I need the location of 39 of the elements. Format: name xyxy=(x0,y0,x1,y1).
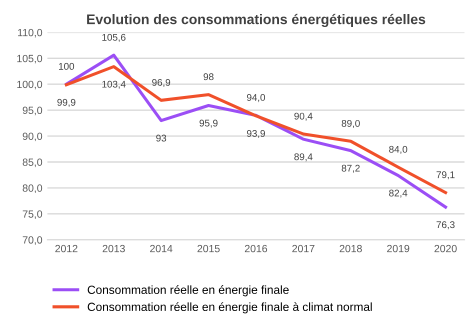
data-label: 99,9 xyxy=(57,98,76,107)
data-label: 103,4 xyxy=(102,80,126,89)
x-tick-label: 2018 xyxy=(340,244,362,252)
data-label: 100 xyxy=(58,62,74,70)
y-tick-label: 110,0 xyxy=(18,28,42,38)
x-tick-label: 2014 xyxy=(150,244,172,252)
chart-title: Evolution des consommations énergétiques réelles xyxy=(87,14,426,28)
x-tick-label: 2020 xyxy=(434,244,457,252)
x-tick-label: 2015 xyxy=(198,244,220,252)
data-label: 94,0 xyxy=(246,94,266,102)
y-tick-label: 75,0 xyxy=(22,210,42,219)
x-tick-label: 2017 xyxy=(292,244,314,252)
data-label: 90,4 xyxy=(294,112,313,121)
data-label: 76,3 xyxy=(436,221,455,230)
x-tick-label: 2012 xyxy=(55,244,78,252)
legend-label: Consommation réelle en énergie finale xyxy=(88,285,289,296)
data-label: 89,0 xyxy=(342,120,360,128)
x-tick-label: 2019 xyxy=(387,244,410,252)
y-tick-label: 70,0 xyxy=(22,236,42,245)
data-label: 93 xyxy=(156,134,166,142)
data-label: 82,4 xyxy=(389,190,408,198)
y-tick-label: 90,0 xyxy=(22,132,42,142)
y-tick-label: 80,0 xyxy=(22,184,42,194)
x-tick-label: 2016 xyxy=(244,244,268,252)
x-tick-label: 2013 xyxy=(102,244,125,252)
data-label: 84,0 xyxy=(389,146,408,154)
data-label: 79,1 xyxy=(436,171,455,180)
y-tick-label: 100,0 xyxy=(17,80,42,90)
legend-label: Consommation réelle en énergie finale à climat normal xyxy=(88,302,372,314)
data-label: 96,9 xyxy=(152,79,170,88)
data-label: 87,2 xyxy=(342,164,360,173)
data-label: 89,4 xyxy=(294,153,313,162)
y-tick-label: 85,0 xyxy=(22,158,42,168)
data-label: 93,9 xyxy=(246,130,265,138)
y-tick-label: 95,0 xyxy=(22,106,42,116)
data-label: 95,9 xyxy=(200,120,218,128)
data-label: 105,6 xyxy=(102,34,126,42)
y-tick-label: 105,0 xyxy=(17,54,42,64)
data-label: 98 xyxy=(204,73,214,80)
